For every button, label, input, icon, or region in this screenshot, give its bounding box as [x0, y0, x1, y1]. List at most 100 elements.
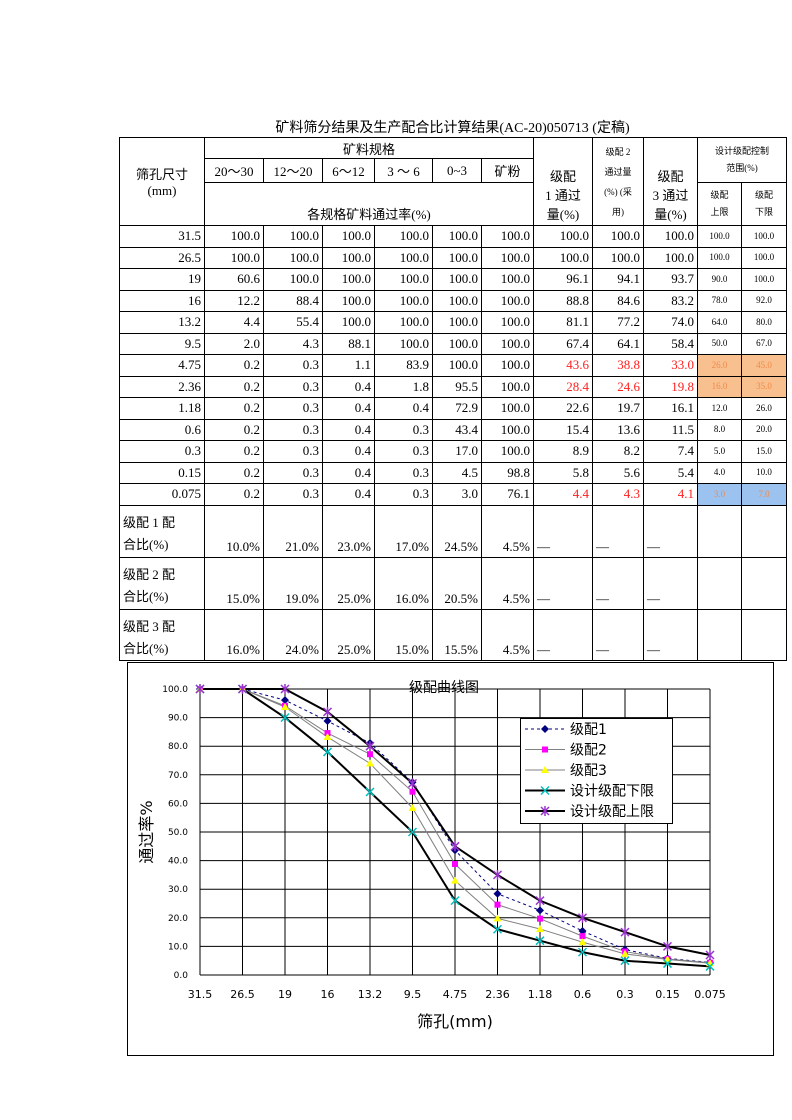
table-row: 1.18 0.2 0.3 0.4 0.4 72.9 100.0 22.6 19.7 16.1 12.… — [119, 397, 787, 420]
marker — [195, 684, 205, 694]
table-row: 2.36 0.2 0.3 0.4 1.8 95.5 100.0 28.4 24.6 19.8 16.… — [119, 375, 787, 398]
table-cell: 33.0 — [643, 354, 698, 377]
cell-line: 级配 2 — [605, 146, 631, 157]
header-cell: 矿粉 — [481, 158, 534, 183]
table-cell: 0.3 — [374, 461, 433, 484]
table-cell: 4.5 — [432, 461, 482, 484]
cell-line: 级配 3 配 — [123, 618, 176, 634]
table-cell: 100.0 — [481, 268, 534, 291]
legend-label: 级配2 — [570, 743, 607, 759]
table-cell: 0.4 — [322, 397, 375, 420]
blank-cell — [697, 504, 742, 558]
marker — [450, 896, 460, 906]
cell-line: 设计级配控制 — [714, 146, 769, 156]
marker — [365, 741, 375, 752]
marker — [493, 914, 502, 922]
cell-line: 量(%) — [546, 207, 580, 222]
table-row: 13.2 4.4 55.4 100.0 100.0 100.0 100.0 81.1 77.2 7… — [119, 311, 787, 334]
mix-cell: — — [592, 608, 644, 661]
marker — [408, 803, 417, 811]
x-tick-label: 16 — [321, 988, 335, 1001]
marker — [324, 730, 331, 737]
marker — [492, 924, 503, 934]
mix-cell: 16.0% — [204, 608, 264, 661]
header-cell: 级配 3 通过 量(%) — [643, 137, 698, 226]
marker — [280, 713, 290, 723]
x-tick-label: 2.36 — [485, 988, 510, 1001]
y-tick-label: 70.0 — [168, 771, 188, 781]
table-row: 0.15 0.2 0.3 0.4 0.3 4.5 98.8 5.8 5.6 5.4 4.0 10.0 — [119, 461, 787, 484]
y-tick-label: 50.0 — [168, 828, 188, 838]
mix-cell: 24.0% — [263, 608, 323, 661]
cell-line: 1 通过 — [545, 188, 581, 203]
cell-line: 合比(%) — [123, 536, 169, 552]
table-row: 16 12.2 88.4 100.0 100.0 100.0 100.0 88.8 84.6 83… — [119, 289, 787, 312]
mix-cell: — — [592, 556, 644, 610]
y-tick-label: 90.0 — [168, 714, 188, 724]
marker — [535, 936, 545, 946]
table-cell: 100.0 — [481, 418, 534, 441]
table-cell: 26.0 — [697, 354, 742, 377]
mix-cell: 15.0% — [374, 608, 433, 661]
table-cell: 83.2 — [643, 289, 698, 312]
x-tick-label: 13.2 — [358, 988, 383, 1001]
marker — [578, 938, 587, 946]
marker — [577, 947, 588, 957]
header-cell: 筛孔尺寸 (mm) — [119, 137, 205, 226]
marker — [536, 906, 544, 915]
x-tick-label: 19 — [278, 988, 292, 1001]
marker — [281, 696, 289, 705]
table-cell: 100.0 — [432, 289, 482, 312]
table-cell: 100.0 — [204, 225, 264, 248]
mix-label: 级配 2 配合比(%) — [119, 556, 205, 610]
table-cell: 16.0 — [697, 375, 742, 398]
marker — [705, 949, 715, 960]
header-cell: 级配 1 通过 量(%) — [533, 137, 593, 226]
chart-title: 级配曲线图 — [409, 680, 479, 696]
y-tick-label: 60.0 — [168, 799, 188, 809]
legend-label: 级配1 — [570, 722, 607, 738]
y-tick-label: 0.0 — [174, 971, 189, 981]
table-cell: 100.0 — [263, 225, 323, 248]
header-cell: 级配 2 通过量 (%) (采 用) — [592, 137, 644, 226]
cell-line: 级配 — [657, 169, 684, 184]
table-row: 各规格矿料通过率(%) 级配 上限 级配 下限 — [120, 182, 787, 226]
document-title: 矿料筛分结果及生产配合比计算结果(AC-20)050713 (定稿) — [275, 121, 630, 136]
marker — [662, 941, 673, 952]
table-cell: 100.0 — [263, 268, 323, 291]
table-row: 0.075 0.2 0.3 0.4 0.3 3.0 76.1 4.4 4.3 4.1 3.0 7.0 — [119, 483, 787, 506]
table-cell: 4.1 — [643, 483, 698, 506]
table-cell: 0.3 — [263, 418, 323, 441]
marker — [367, 751, 373, 758]
cell-line: (%) (采 — [604, 186, 632, 197]
table-cell: 100.0 — [481, 375, 534, 398]
table-row: 0.3 0.2 0.3 0.4 0.3 17.0 100.0 8.9 8.2 7.4 5.0 15.0 — [119, 440, 787, 463]
legend-label: 级配3 — [570, 763, 607, 779]
mix-cell: 4.5% — [481, 608, 534, 661]
table-cell: 19.7 — [592, 397, 644, 420]
table-cell: 3.0 — [697, 483, 742, 506]
marker — [407, 827, 418, 837]
cell-line: 上限 — [710, 207, 729, 217]
legend-marker — [541, 725, 549, 733]
marker — [494, 901, 501, 908]
cell-line: 筛孔尺寸 — [135, 167, 188, 182]
y-tick-label: 100.0 — [162, 685, 188, 695]
marker — [579, 933, 586, 940]
marker — [536, 924, 544, 932]
table-cell: 15.0 — [741, 440, 787, 463]
mix-cell: 10.0% — [204, 504, 264, 558]
marker — [451, 876, 459, 884]
legend-label: 设计级配下限 — [570, 784, 654, 800]
x-tick-label: 0.15 — [655, 988, 680, 1001]
table-row: 4.75 0.2 0.3 1.1 83.9 100.0 100.0 43.6 38.8 33.0 2… — [119, 354, 787, 377]
marker — [578, 926, 587, 935]
table-cell: 4.75 — [119, 354, 205, 377]
marker — [535, 895, 545, 906]
legend-label: 设计级配上限 — [570, 804, 654, 820]
table-cell: 0.3 — [263, 375, 323, 398]
marker — [407, 778, 418, 789]
x-tick-label: 9.5 — [404, 988, 422, 1001]
cell-line: 级配 2 配 — [123, 566, 176, 582]
